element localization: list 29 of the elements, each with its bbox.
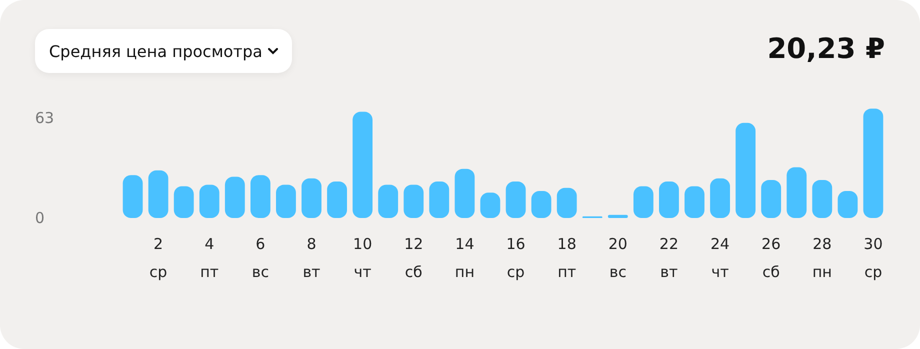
bar — [454, 168, 475, 218]
bar — [148, 170, 168, 218]
bar — [352, 112, 373, 218]
bar — [122, 175, 143, 218]
x-tick-label: 16 ср — [506, 235, 526, 281]
bar — [736, 122, 756, 218]
x-tick-label: 2 ср — [149, 235, 168, 281]
x-tick-label: 30 ср — [864, 235, 883, 281]
y-tick-label: 63 — [35, 109, 54, 128]
x-tick-label: 28 пн — [812, 235, 832, 281]
bar — [863, 108, 884, 218]
x-tick-label: 14 пн — [454, 235, 475, 281]
x-tick-label: 22 вт — [659, 235, 679, 281]
chart-title: Средняя цена просмотра — [49, 42, 262, 60]
x-tick-label: 24 чт — [710, 235, 730, 281]
x-tick-label: 8 вт — [302, 235, 321, 281]
text: 20,23 ₽ — [767, 32, 885, 65]
bar — [250, 175, 270, 218]
x-tick-label: 18 пт — [557, 235, 576, 281]
bar — [224, 176, 245, 218]
bar — [786, 167, 807, 218]
bar — [608, 214, 628, 218]
x-tick-label: 12 сб — [404, 235, 424, 281]
x-tick-label: 26 сб — [762, 235, 781, 281]
y-tick-label: 0 — [35, 209, 45, 227]
x-tick-label: 4 пт — [200, 235, 219, 281]
x-tick-label: 10 чт — [353, 235, 372, 281]
x-tick-label: 20 вс — [608, 235, 628, 281]
x-tick-label: 6 вс — [252, 235, 269, 281]
